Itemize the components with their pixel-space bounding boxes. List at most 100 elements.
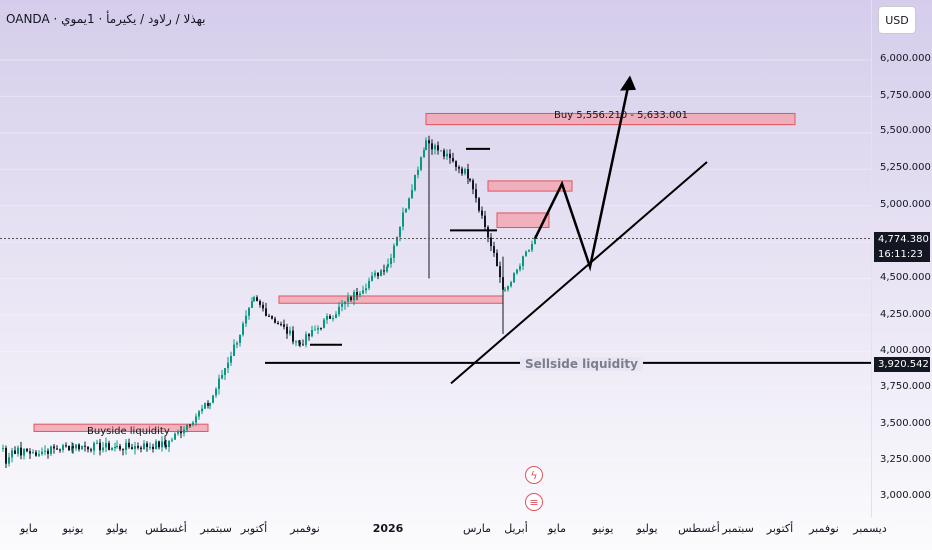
candle-body [356, 291, 358, 296]
candle-body [317, 327, 319, 330]
candle-body [149, 446, 151, 448]
candle-body [335, 314, 337, 319]
candle-body [308, 334, 310, 337]
zone-buy [425, 112, 796, 126]
candle-body [186, 424, 188, 430]
price-tick: 5,250.000 [880, 162, 931, 173]
candle-body [137, 445, 139, 448]
candle-body [164, 441, 166, 445]
candle-body [230, 355, 232, 363]
candle-body [386, 266, 388, 272]
time-tick: يوليو [106, 522, 128, 535]
candle-body [180, 431, 182, 434]
candle-body [380, 270, 382, 277]
candle-body [513, 273, 515, 283]
zone-supply-1 [487, 180, 573, 192]
countdown-label: 16:11:23 [874, 247, 930, 262]
candle-body [299, 342, 301, 345]
candle-body [32, 452, 34, 454]
candle-body [469, 178, 471, 181]
candle-body [490, 237, 492, 247]
candle-body [510, 282, 512, 287]
buyside-liquidity-label: Buyside liquidity [87, 426, 170, 437]
price-tick: 5,750.000 [880, 90, 931, 101]
time-tick: أكتوبر [766, 522, 794, 535]
candle-body [215, 388, 217, 396]
candle-body [8, 457, 10, 464]
candle-body [26, 448, 28, 452]
candle-body [183, 429, 185, 434]
candle-body [87, 446, 89, 450]
price-chart[interactable] [0, 0, 872, 518]
candle-body [131, 447, 133, 449]
candle-body [472, 180, 474, 190]
candle-body [277, 322, 279, 325]
projection-arrowhead [620, 75, 636, 91]
lightning-icon[interactable]: ϟ [525, 466, 543, 484]
candle-body [323, 319, 325, 329]
candle-body [314, 329, 316, 331]
candle-body [365, 288, 367, 291]
candle-body [99, 442, 101, 451]
candle-body [2, 447, 4, 449]
candle-body [90, 449, 92, 451]
time-tick: مايو [548, 522, 566, 535]
candle-body [259, 301, 261, 305]
zone-demand [278, 295, 504, 304]
candle-body [528, 250, 530, 252]
candle-body [461, 168, 463, 174]
candle-body [446, 153, 448, 157]
candle-body [423, 150, 425, 158]
candle-body [256, 297, 258, 302]
candle-body [125, 442, 127, 450]
candle-body [105, 443, 107, 448]
flag-icon[interactable]: ≡ [525, 493, 543, 511]
price-tick: 5,000.000 [880, 199, 931, 210]
time-tick: ديسمبر [853, 522, 887, 535]
candle-body [221, 374, 223, 379]
candle-body [93, 442, 95, 451]
candle-body [68, 445, 70, 451]
candle-body [146, 443, 148, 447]
candle-body [311, 329, 313, 337]
candle-body [481, 210, 483, 216]
candle-body [443, 150, 445, 157]
candle-body [408, 198, 410, 209]
candle-body [251, 301, 253, 308]
candle-body [108, 443, 110, 450]
candle-body [233, 344, 235, 356]
candle-body [168, 440, 170, 447]
candle-body [414, 174, 416, 191]
price-tick: 5,500.000 [880, 125, 931, 136]
candle-body [204, 403, 206, 409]
candle-body [140, 447, 142, 450]
candle-body [253, 297, 255, 302]
candle-body [5, 447, 7, 464]
candle-body [23, 448, 25, 456]
candle-body [344, 301, 346, 305]
candle-body [374, 272, 376, 276]
candle-body [116, 445, 118, 447]
candle-body [377, 272, 379, 277]
candle-body [20, 447, 22, 456]
current-price-label: 4,774.380 [874, 232, 930, 247]
candle-body [393, 245, 395, 258]
time-tick: مارس [463, 522, 491, 535]
candle-body [504, 289, 506, 291]
candle-body [286, 326, 288, 334]
candle-body [152, 446, 154, 450]
candle-body [405, 208, 407, 213]
time-tick-year: 2026 [372, 522, 404, 535]
candle-body [242, 323, 244, 335]
candle-body [338, 306, 340, 315]
candle-body [522, 256, 524, 267]
candle-body [411, 190, 413, 199]
symbol-title[interactable]: OANDA · بهذلا / رلاود / يكيرمأ · 1يموي [6, 12, 206, 26]
candle-body [158, 441, 160, 448]
currency-button[interactable]: USD [878, 6, 916, 34]
candle-body [467, 169, 469, 179]
time-tick: سبتمبر [722, 522, 754, 535]
candle-body [177, 431, 179, 434]
candle-body [201, 408, 203, 412]
candle-body [161, 441, 163, 448]
